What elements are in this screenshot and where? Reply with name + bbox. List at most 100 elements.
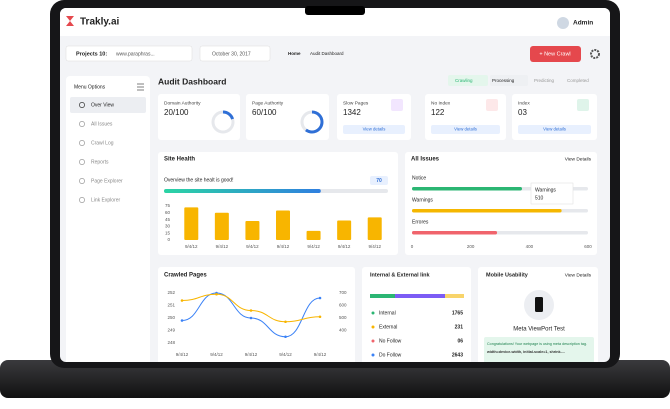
point (249, 316, 253, 320)
point (284, 320, 287, 324)
tooltip-label: Warnings (535, 187, 556, 193)
date-select[interactable] (199, 45, 271, 62)
point (249, 309, 253, 312)
menu-item[interactable]: All Issues (91, 121, 113, 127)
y-tick-label: 252 (167, 290, 175, 295)
card-title: Mobile Usability (486, 272, 529, 278)
project-select[interactable] (65, 45, 193, 62)
new-crawl-button[interactable] (530, 46, 581, 62)
issue-label: Errores (412, 219, 429, 225)
card-icon (577, 99, 589, 111)
menu-icon (79, 102, 85, 108)
menu-icon[interactable] (137, 83, 144, 91)
card-title: Domain Authority (164, 100, 201, 106)
step: Crawling (455, 78, 473, 83)
menu-item[interactable]: Over View (91, 102, 114, 108)
test-title: Meta ViewPort Test (513, 327, 565, 333)
view-details: View details (363, 127, 386, 132)
point (180, 299, 184, 302)
bar (367, 217, 382, 240)
view-details: View Details (565, 156, 592, 162)
settings-icon[interactable] (590, 49, 600, 59)
menu-icon (79, 197, 85, 203)
view-button[interactable] (343, 125, 405, 134)
x-tick-label: 9/4/12 (307, 244, 320, 249)
menu-item[interactable]: Reports (91, 159, 109, 165)
x-tick-label: 9/4/12 (314, 352, 327, 357)
bar (276, 210, 290, 240)
view-details: View Details (565, 272, 592, 278)
link-label: External (379, 324, 397, 330)
y-tick-label: 248 (167, 340, 175, 345)
x-tick-label: 9/4/12 (245, 352, 258, 357)
logo-icon (66, 16, 74, 26)
card-value: 1342 (343, 108, 361, 117)
view-button[interactable] (518, 125, 591, 134)
button-label: + New Crawl (539, 51, 570, 57)
card-value: 20/100 (164, 108, 189, 117)
y-tick-label: 60 (165, 210, 171, 215)
y2-tick-label: 600 (339, 303, 347, 308)
menu-icon (79, 121, 85, 127)
link-strip (370, 294, 395, 298)
y2-tick-label: 700 (339, 290, 347, 295)
x-tick-label: 600 (584, 244, 592, 249)
link-label: Internal (379, 310, 396, 316)
menu-item[interactable]: Page Explorer (91, 178, 123, 184)
active-item-bg (70, 97, 146, 113)
menu-icon (79, 159, 85, 165)
card-icon (486, 99, 498, 111)
avatar (557, 17, 569, 29)
link-value: 231 (455, 324, 464, 330)
y-tick-label: 15 (165, 230, 171, 235)
step: Processing (492, 78, 515, 83)
issue-bar (412, 187, 522, 191)
link-strip (445, 294, 464, 298)
menu-item[interactable]: Crawl Log (91, 140, 114, 146)
project-label: Projects 10: (76, 51, 107, 57)
link-strip (395, 294, 445, 298)
issue-label: Notice (412, 175, 426, 181)
view-details: View details (454, 127, 477, 132)
view-details: View details (543, 127, 566, 132)
menu-icon (79, 178, 85, 184)
card-value: 60/100 (252, 108, 277, 117)
x-tick-label: 9/4/12 (210, 352, 223, 357)
link-value: 1765 (452, 310, 463, 316)
step-bg (490, 75, 528, 86)
x-tick-label: 9/4/12 (216, 244, 229, 249)
view-button[interactable] (431, 125, 500, 134)
bar (214, 212, 229, 240)
x-tick-label: 9/4/12 (368, 244, 381, 249)
x-tick-label: 200 (467, 244, 475, 249)
card-title: Slow Pages (343, 100, 369, 106)
bar (337, 220, 352, 240)
legend-dot (371, 353, 375, 357)
step: Completed (567, 78, 589, 83)
x-tick-label: 9/4/12 (277, 244, 290, 249)
ring (300, 110, 324, 134)
y-tick-label: 249 (167, 328, 175, 333)
card-title: Internal & External link (370, 272, 431, 278)
point (215, 292, 218, 296)
y2-tick-label: 500 (339, 315, 347, 320)
y-tick-label: 75 (165, 203, 171, 208)
menu-icon (79, 140, 85, 146)
x-tick-label: 9/4/12 (176, 352, 189, 357)
stat-card (158, 94, 240, 140)
success-box (484, 337, 594, 362)
health-message: Overview the site healt is good! (164, 177, 233, 183)
link-value: 2643 (452, 352, 463, 358)
phone-icon (535, 297, 543, 312)
point (180, 319, 184, 322)
ring (211, 110, 235, 134)
tooltip (530, 182, 574, 205)
crawled-pages-card (158, 267, 355, 362)
success-message: Congratulations! Your webpage is using m… (487, 342, 587, 346)
logo: Trakly.ai (80, 17, 120, 28)
screen: Trakly.ai Admin Projects 10: www.paraphras.… (60, 8, 610, 362)
menu-item[interactable]: Link Explorer (91, 197, 121, 203)
tooltip-value: 510 (535, 195, 544, 201)
